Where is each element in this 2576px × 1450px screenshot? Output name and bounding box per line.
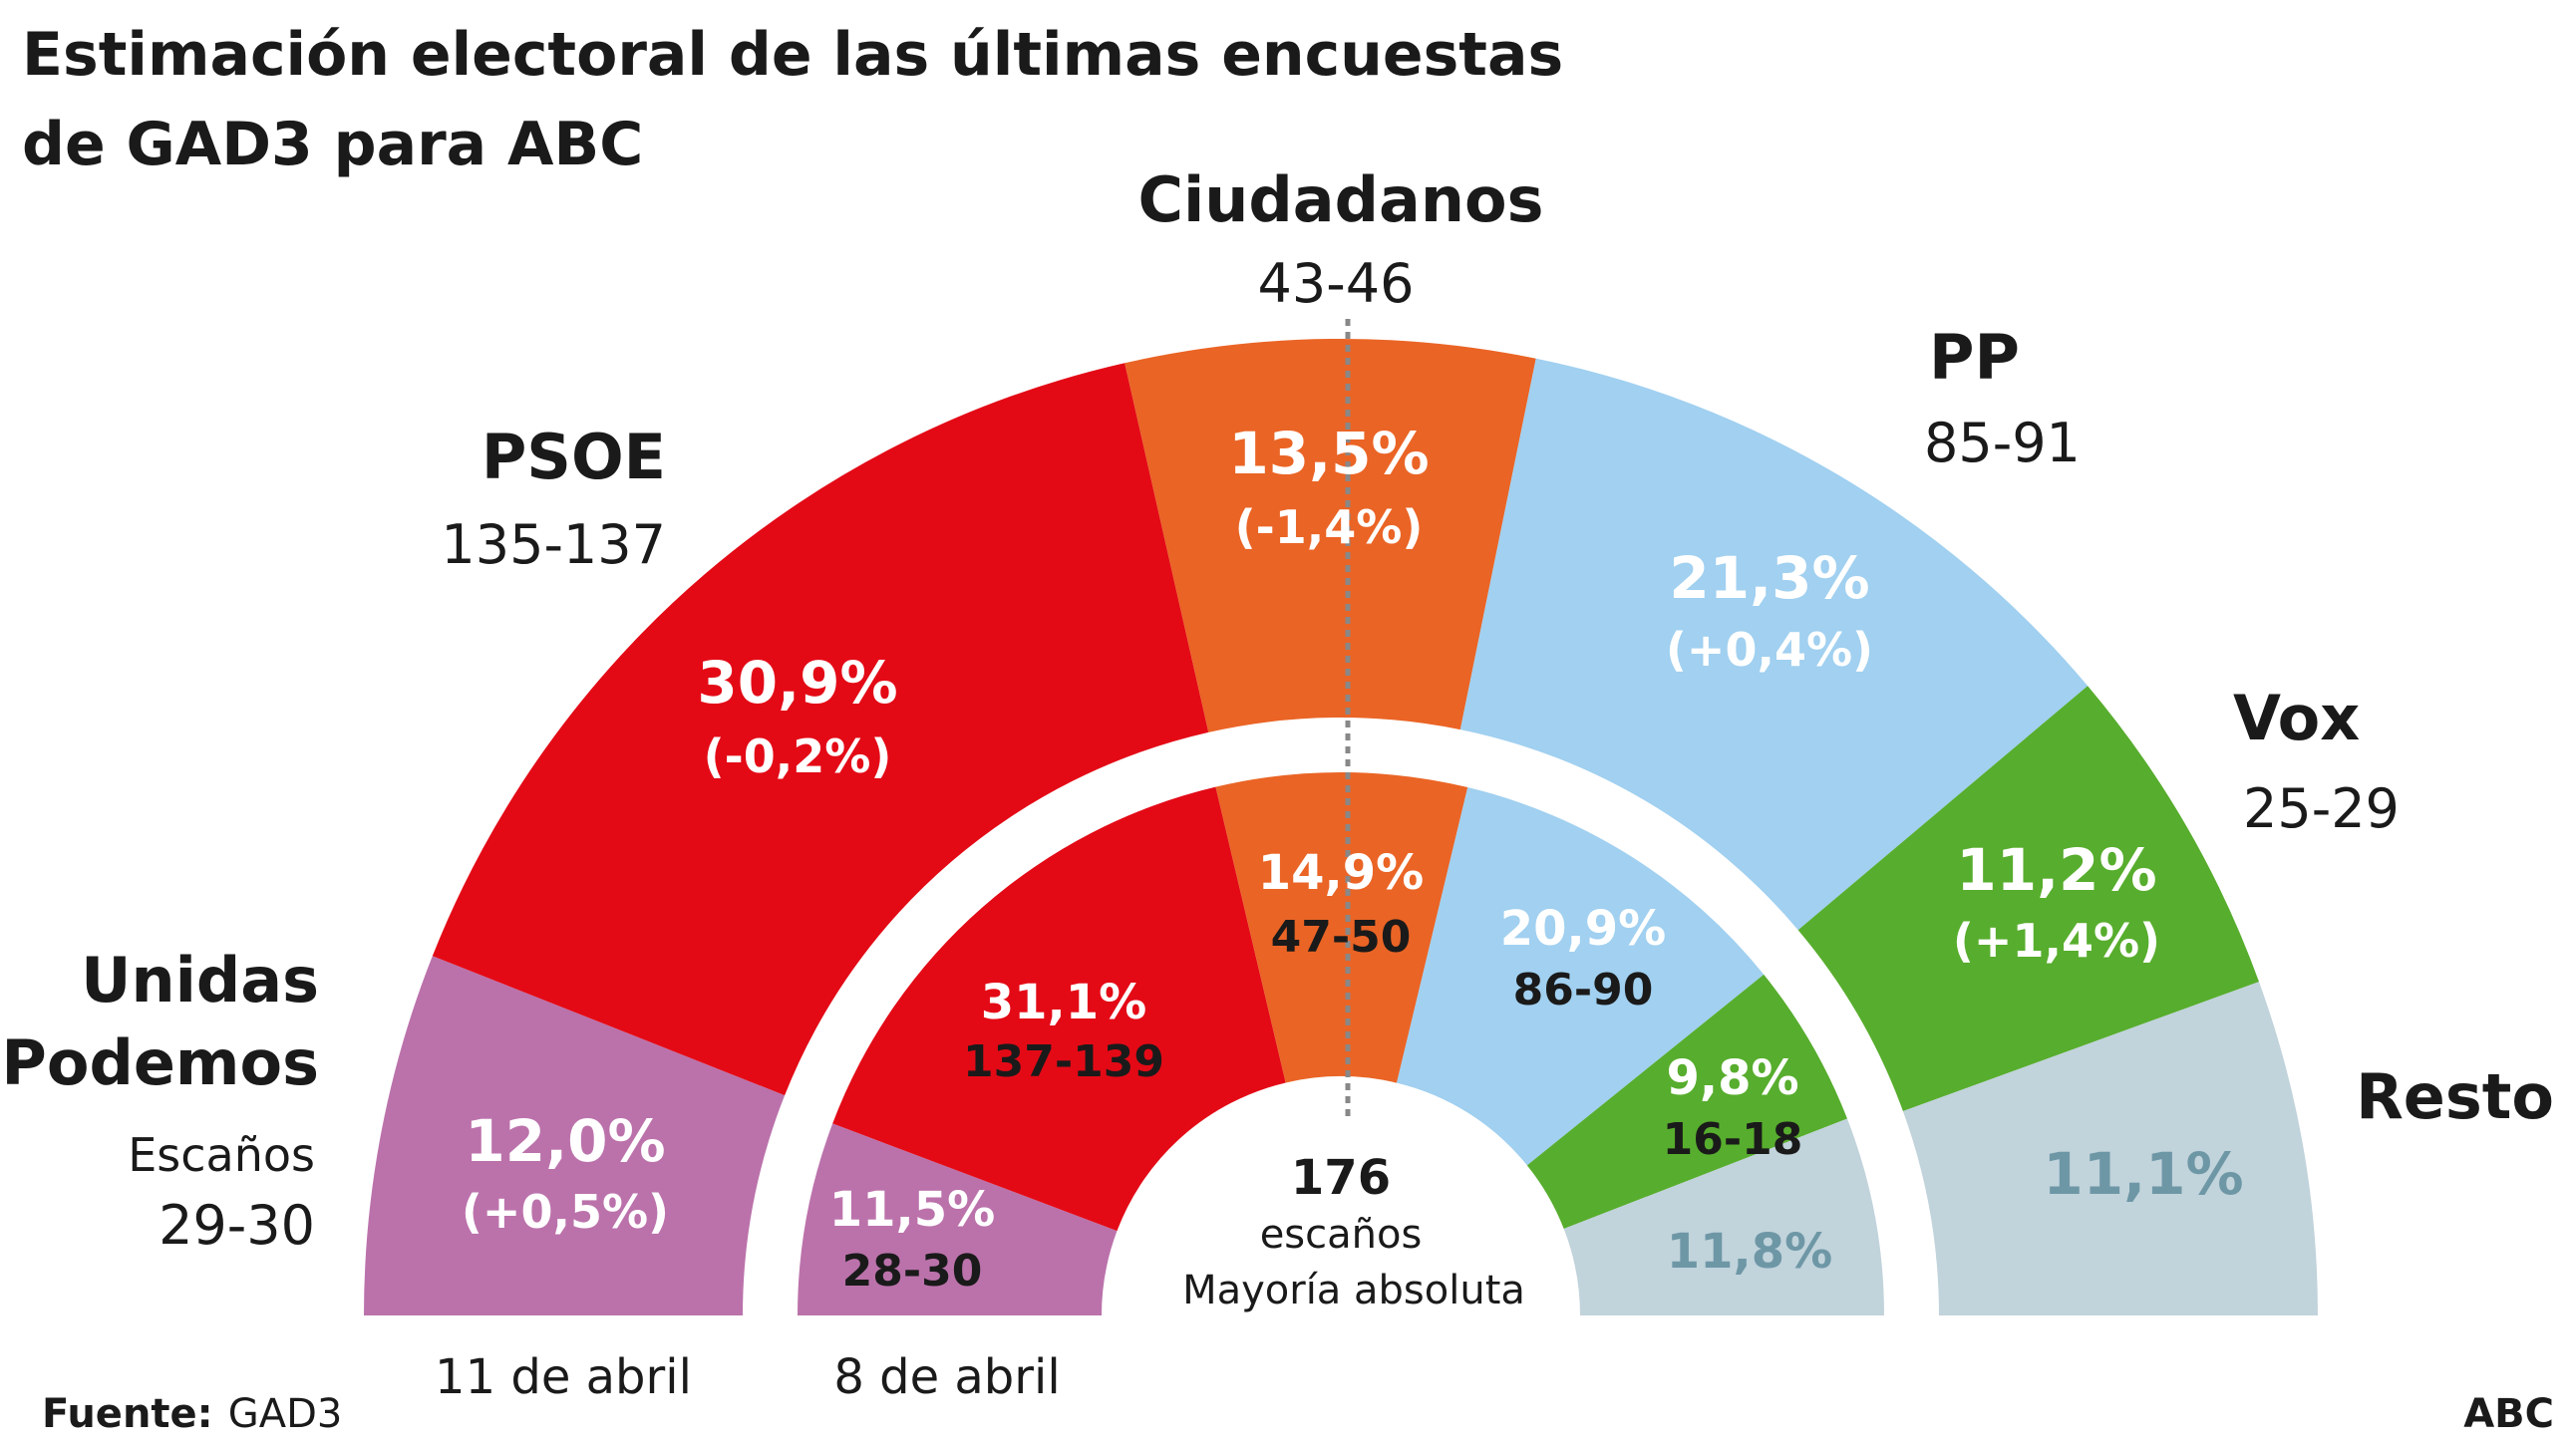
seats-label-ciudadanos: 43-46 [1258, 252, 1415, 315]
seats-label-pp: 85-91 [1924, 412, 2081, 474]
arc-unidas-podemos-outer [364, 956, 786, 1315]
seats-label-unidas-podemos-inner: 28-30 [842, 1246, 983, 1297]
pct-label-resto-outer: 11,1% [2043, 1140, 2243, 1208]
change-label-ciudadanos: (-1,4%) [1235, 500, 1424, 554]
arc-vox-inner [1526, 974, 1847, 1230]
chart-title-line2: de GAD3 para ABC [22, 110, 643, 179]
unidas-escanos-label: Escaños [128, 1128, 315, 1182]
seats-label-vox-inner: 16-18 [1663, 1114, 1803, 1165]
pct-label-psoe-outer: 30,9% [697, 649, 897, 717]
brand-label: ABC [2463, 1391, 2554, 1437]
arc-resto-outer [1902, 982, 2318, 1315]
pct-label-vox-outer: 11,2% [1956, 836, 2156, 904]
party-label-vox: Vox [2233, 682, 2360, 754]
seats-label-vox: 25-29 [2243, 777, 2400, 840]
source-line: Fuente: GAD3 [42, 1391, 342, 1437]
pct-label-vox-inner: 9,8% [1666, 1050, 1798, 1106]
change-label-psoe: (-0,2%) [704, 729, 892, 783]
seats-label-pp-inner: 86-90 [1513, 965, 1654, 1015]
arc-ciudadanos-inner [1215, 772, 1468, 1083]
arc-pp-outer [1459, 358, 2089, 931]
party-label-ciudadanos: Ciudadanos [1138, 163, 1544, 236]
seats-label-ciudadanos-inner: 47-50 [1271, 912, 1412, 963]
pct-label-pp-inner: 20,9% [1500, 901, 1667, 957]
date-label-outer: 11 de abril [435, 1349, 692, 1405]
change-label-unidas-podemos: (+0,5%) [462, 1185, 669, 1239]
pct-label-resto-inner: 11,8% [1667, 1224, 1833, 1280]
change-label-pp: (+0,4%) [1666, 623, 1873, 677]
party-label-resto: Resto [2356, 1060, 2554, 1133]
change-label-vox: (+1,4%) [1953, 914, 2160, 968]
arc-psoe-outer [432, 363, 1209, 1096]
party-label-unidas-line2: Podemos [1, 1026, 319, 1099]
majority-label-escanos: escaños [1260, 1212, 1423, 1258]
pct-label-unidas-podemos-outer: 12,0% [465, 1107, 665, 1175]
majority-number: 176 [1291, 1150, 1391, 1206]
arc-pp-inner [1397, 787, 1765, 1166]
seats-label-psoe: 135-137 [441, 513, 666, 576]
pct-label-psoe-inner: 31,1% [981, 975, 1147, 1030]
arc-psoe-inner [832, 786, 1286, 1232]
source-label: Fuente: [42, 1391, 213, 1437]
source-value: GAD3 [228, 1391, 343, 1437]
party-label-unidas-line1: Unidas [81, 944, 319, 1016]
pct-label-pp-outer: 21,3% [1669, 544, 1869, 612]
date-label-inner: 8 de abril [833, 1349, 1060, 1405]
seats-label-psoe-inner: 137-139 [963, 1036, 1164, 1087]
inner-ring [798, 772, 1885, 1315]
chart-title-line1: Estimación electoral de las últimas encu… [22, 20, 1563, 90]
party-label-psoe: PSOE [482, 421, 666, 493]
arc-resto-inner [1563, 1118, 1885, 1315]
majority-label-text: Mayoría absoluta [1182, 1268, 1525, 1313]
seats-label-unidas-podemos: 29-30 [159, 1194, 315, 1257]
arc-vox-outer [1797, 686, 2260, 1111]
arc-ciudadanos-outer [1125, 338, 1536, 732]
pct-label-unidas-podemos-inner: 11,5% [829, 1182, 996, 1238]
pct-label-ciudadanos-inner: 14,9% [1258, 845, 1425, 901]
arc-unidas-podemos-inner [798, 1123, 1118, 1315]
party-label-pp: PP [1929, 321, 2020, 394]
outer-ring [364, 338, 2318, 1315]
pct-label-ciudadanos-outer: 13,5% [1228, 420, 1429, 487]
